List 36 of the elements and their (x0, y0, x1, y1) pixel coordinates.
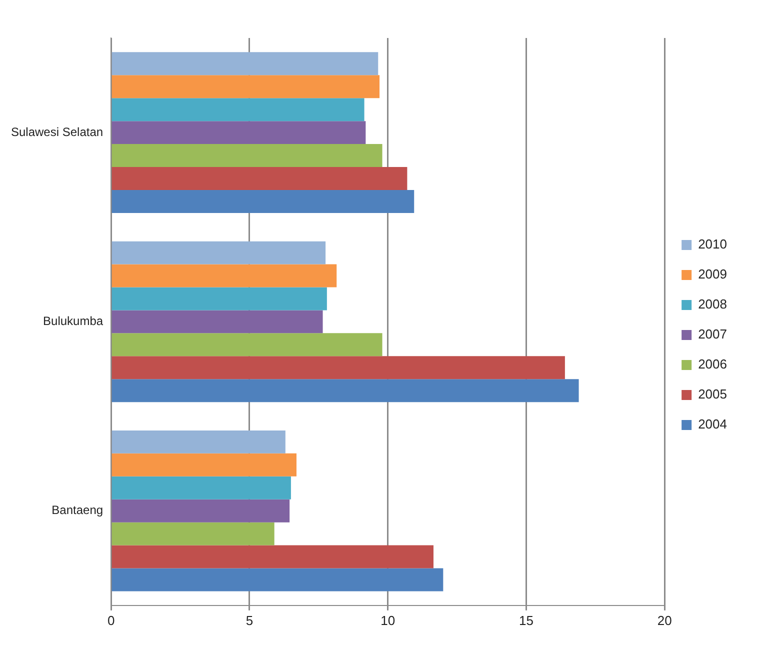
legend-label: 2005 (698, 386, 727, 402)
bar (112, 287, 327, 310)
bar (112, 430, 286, 454)
y-tick-label: Bantaeng (52, 503, 104, 518)
bar (112, 333, 382, 356)
legend-label: 2009 (698, 266, 727, 282)
bar (112, 144, 382, 168)
bar (112, 499, 290, 522)
legend-label: 2008 (698, 296, 727, 312)
bar (112, 75, 380, 98)
bar (112, 264, 337, 288)
x-tick-label: 10 (380, 612, 396, 628)
bar (112, 545, 434, 568)
x-tick-label: 5 (246, 612, 254, 628)
legend-label: 2006 (698, 356, 727, 372)
y-tick-label: Sulawesi Selatan (10, 124, 104, 139)
legend-label: 2010 (698, 236, 727, 252)
bar (112, 568, 444, 592)
bar (112, 167, 408, 190)
bar (112, 522, 274, 546)
bar (112, 310, 323, 334)
legend-label: 2004 (698, 416, 727, 432)
bar (112, 356, 565, 380)
bar (112, 241, 326, 264)
bar (112, 476, 291, 500)
y-tick-label: Bulukumba (43, 314, 104, 328)
x-tick-label: 0 (107, 612, 115, 628)
bar (112, 121, 366, 144)
legend-label: 2007 (698, 326, 727, 342)
x-tick-label: 20 (657, 612, 672, 628)
bar (112, 453, 296, 476)
bar (112, 190, 414, 213)
bar (112, 98, 364, 122)
bar (112, 379, 579, 402)
x-tick-label: 15 (518, 612, 534, 628)
bar (112, 52, 378, 76)
